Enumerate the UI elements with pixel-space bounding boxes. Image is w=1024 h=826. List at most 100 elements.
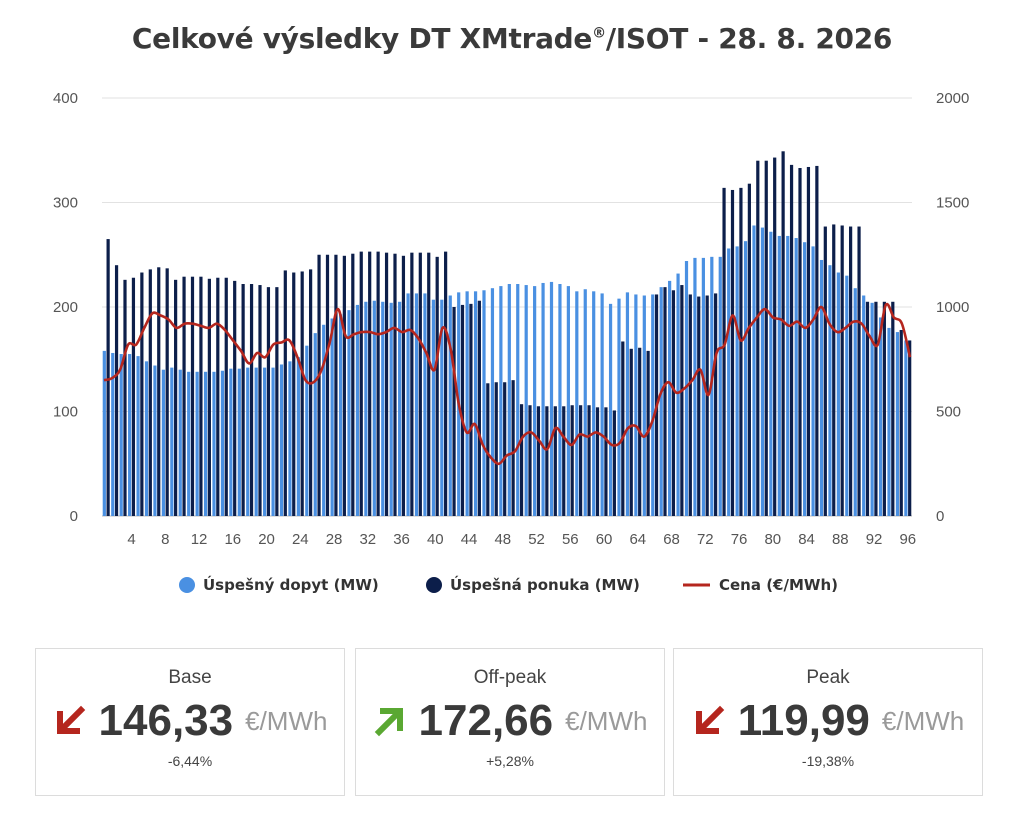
bar-supply bbox=[570, 405, 574, 516]
legend-item-price[interactable]: Cena (€/MWh) bbox=[683, 576, 838, 594]
bar-supply bbox=[773, 157, 777, 516]
bar-supply bbox=[233, 280, 237, 516]
bar-demand bbox=[381, 301, 385, 516]
bar-supply bbox=[283, 270, 287, 516]
bar-demand bbox=[743, 241, 748, 517]
bar-demand bbox=[541, 282, 545, 516]
bar-supply bbox=[908, 340, 912, 516]
bar-demand bbox=[212, 371, 216, 516]
bar-demand bbox=[288, 361, 292, 516]
y-right-tick: 1500 bbox=[936, 195, 969, 212]
bar-supply bbox=[190, 276, 195, 516]
card-base-unit: €/MWh bbox=[245, 705, 328, 736]
bar-supply bbox=[806, 166, 811, 516]
bar-supply bbox=[882, 301, 886, 516]
bar-demand bbox=[811, 246, 815, 516]
bar-demand bbox=[608, 303, 613, 516]
bar-supply bbox=[815, 165, 819, 517]
bar-supply bbox=[334, 254, 338, 516]
bar-supply bbox=[722, 187, 726, 516]
bar-supply bbox=[823, 226, 827, 516]
bar-demand bbox=[296, 357, 300, 516]
price-line-group bbox=[103, 302, 912, 466]
bar-demand bbox=[254, 367, 258, 516]
bar-demand bbox=[389, 302, 393, 516]
legend-item-demand[interactable]: Úspešný dopyt (MW) bbox=[179, 575, 379, 594]
y-left-tick: 300 bbox=[53, 195, 78, 212]
bar-demand bbox=[878, 317, 883, 516]
bar-demand bbox=[634, 294, 638, 516]
bar-supply bbox=[351, 253, 355, 516]
bar-demand bbox=[904, 340, 908, 516]
bar-demand bbox=[153, 365, 157, 516]
bar-demand bbox=[533, 286, 537, 516]
price-line bbox=[103, 302, 912, 466]
bar-demand bbox=[246, 367, 250, 516]
chart-legend[interactable]: Úspešný dopyt (MW) Úspešná ponuka (MW) C… bbox=[179, 575, 838, 594]
bar-demand bbox=[279, 364, 284, 516]
bar-demand bbox=[203, 371, 208, 516]
bar-demand bbox=[507, 284, 511, 516]
x-tick: 64 bbox=[629, 531, 646, 548]
bar-demand bbox=[684, 261, 689, 516]
bar-supply bbox=[604, 407, 608, 516]
bar-supply bbox=[249, 284, 254, 516]
bar-supply bbox=[562, 406, 566, 516]
bar-supply bbox=[469, 303, 473, 516]
bar-supply bbox=[199, 276, 203, 516]
bar-demand bbox=[465, 291, 469, 516]
bar-demand bbox=[372, 300, 376, 516]
bar-supply bbox=[789, 164, 794, 516]
bar-supply bbox=[452, 307, 456, 516]
bar-supply bbox=[140, 272, 144, 516]
x-tick: 96 bbox=[899, 531, 916, 548]
x-tick: 72 bbox=[697, 531, 714, 548]
bar-demand bbox=[769, 231, 773, 516]
bar-supply bbox=[224, 277, 228, 516]
bar-demand bbox=[161, 369, 165, 516]
chart-title: Celkové výsledky DT XMtrade®/ISOT - 28. … bbox=[131, 22, 893, 55]
card-peak-label: Peak bbox=[806, 667, 850, 688]
bar-demand bbox=[338, 314, 343, 516]
bar-demand bbox=[853, 288, 857, 516]
bar-demand bbox=[490, 288, 495, 516]
bar-supply bbox=[612, 410, 616, 516]
bar-supply bbox=[207, 278, 211, 516]
bar-supply bbox=[688, 294, 692, 516]
card-peak-value: 119,99 bbox=[737, 696, 870, 745]
bar-demand bbox=[701, 257, 705, 516]
legend-item-supply[interactable]: Úspešná ponuka (MW) bbox=[426, 575, 640, 594]
bar-demand bbox=[305, 345, 309, 516]
bar-demand bbox=[330, 318, 334, 516]
bar-supply bbox=[165, 268, 169, 516]
bar-supply bbox=[376, 251, 380, 517]
card-base: Base 146,33 €/MWh -6,44% bbox=[35, 648, 345, 796]
bar-demand bbox=[566, 286, 570, 516]
bar-demand bbox=[558, 284, 562, 516]
legend-label-price: Cena (€/MWh) bbox=[719, 576, 838, 594]
bar-demand bbox=[170, 367, 174, 516]
x-tick: 48 bbox=[494, 531, 511, 548]
x-tick: 88 bbox=[832, 531, 849, 548]
card-base-change: -6,44% bbox=[167, 753, 213, 769]
x-tick: 80 bbox=[764, 531, 781, 548]
bar-demand bbox=[895, 332, 900, 516]
bar-supply bbox=[359, 251, 363, 517]
bar-demand bbox=[524, 285, 528, 516]
y-right-tick: 2000 bbox=[936, 90, 969, 107]
bar-supply bbox=[106, 239, 110, 516]
bar-demand bbox=[119, 354, 123, 516]
bar-demand bbox=[128, 354, 132, 516]
bar-demand bbox=[625, 292, 630, 516]
bar-supply bbox=[764, 160, 768, 516]
arrow-up-icon bbox=[374, 708, 403, 737]
x-tick: 56 bbox=[562, 531, 579, 548]
bar-demand bbox=[102, 350, 106, 516]
card-offpeak-unit: €/MWh bbox=[565, 705, 648, 736]
card-offpeak-label: Off-peak bbox=[473, 667, 547, 688]
bar-demand bbox=[237, 368, 241, 516]
card-peak-unit: €/MWh bbox=[881, 705, 965, 736]
bar-demand bbox=[431, 299, 435, 516]
card-base-label: Base bbox=[168, 667, 212, 688]
bar-supply bbox=[300, 271, 304, 516]
